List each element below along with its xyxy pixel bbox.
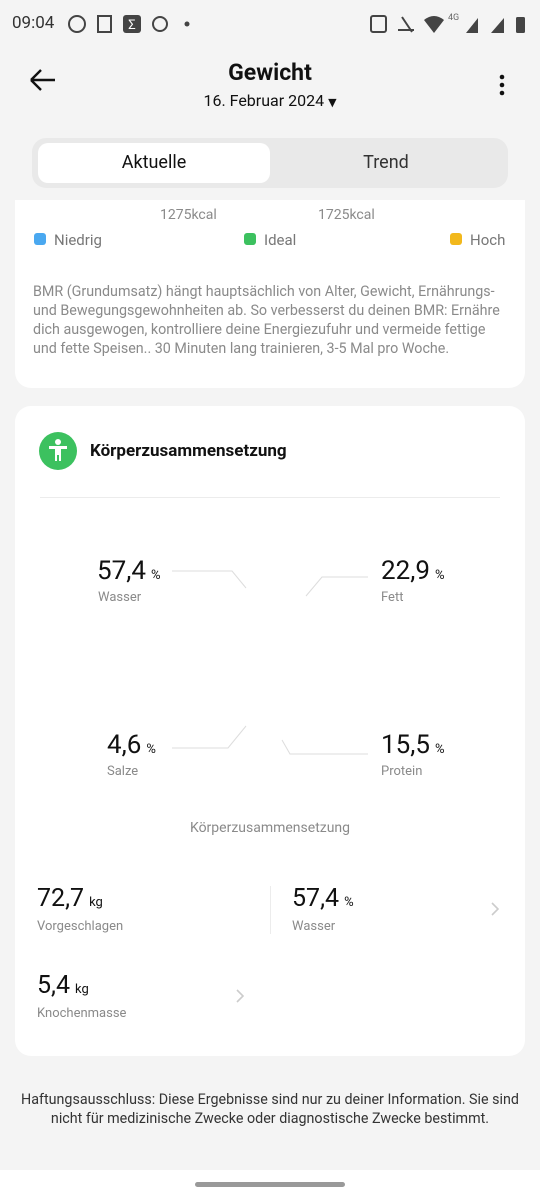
detail-unit: % — [344, 895, 354, 910]
legend-label: Hoch — [470, 231, 506, 249]
figure-caption: Körperzusammensetzung — [189, 820, 351, 836]
tab-active[interactable]: Aktuelle — [38, 143, 270, 183]
page-title: Gewicht — [228, 59, 312, 86]
detail-label: Vorgeschlagen — [37, 919, 124, 934]
back-button[interactable] — [28, 68, 58, 92]
metric-unit: % — [150, 568, 161, 583]
date: 16. Februar 2024 — [203, 91, 325, 110]
detail-value: 5,4 — [37, 971, 71, 1000]
more-menu[interactable] — [496, 73, 508, 97]
metric-unit: % — [434, 742, 445, 757]
metric: 57,4% — [97, 556, 160, 586]
detail-value: 72,7 — [37, 884, 85, 913]
chevron — [491, 902, 500, 916]
divider — [270, 886, 271, 934]
metric: 22,9% — [381, 556, 444, 586]
date-picker[interactable]: 16. Februar 2024 ▼ — [203, 91, 337, 110]
metric-label: Protein — [381, 764, 423, 779]
bmr-card — [15, 200, 525, 388]
metric-unit: % — [146, 742, 156, 757]
chevron — [236, 989, 245, 1003]
detail[interactable]: 5,4 kg — [37, 971, 89, 1000]
detail-unit: kg — [89, 895, 103, 910]
metric-value: 15,5 — [381, 730, 430, 760]
svg-text:Σ: Σ — [128, 18, 135, 33]
scale-label: 1725kcal — [318, 207, 375, 223]
metric-label: Fett — [381, 590, 404, 605]
divider — [40, 497, 500, 498]
metric: 15,5% — [381, 730, 444, 760]
status-time: 09:04 — [12, 13, 55, 33]
metric: 4,6% — [107, 730, 156, 760]
status-right-icons — [370, 15, 525, 33]
tab[interactable]: Trend — [363, 152, 409, 173]
detail[interactable]: 57,4% — [292, 884, 354, 913]
detail-unit: kg — [75, 982, 89, 997]
legend-label: Ideal — [264, 231, 297, 249]
legend-label: Niedrig — [54, 231, 102, 249]
disclaimer: Haftungsausschluss: Diese Ergebnisse sin… — [21, 1092, 519, 1127]
legend-swatch — [244, 233, 256, 245]
metric-label: Wasser — [98, 590, 142, 605]
section-title: Körperzusammensetzung — [90, 441, 287, 461]
detail[interactable]: 72,7 kg — [37, 884, 103, 913]
legend-swatch — [450, 233, 462, 245]
detail-label: Knochenmasse — [37, 1006, 127, 1021]
metric-value: 4,6 — [107, 730, 142, 760]
scale-label: 1275kcal — [160, 207, 217, 223]
network-type: 4G — [448, 13, 460, 23]
detail-value: 57,4 — [292, 884, 340, 913]
legend-swatch — [34, 233, 46, 245]
metric-value: 22,9 — [381, 556, 430, 586]
home-indicator[interactable] — [195, 1182, 345, 1187]
status-icons: Σ — [68, 15, 190, 33]
detail-label: Wasser — [292, 919, 336, 934]
composition-card — [15, 406, 525, 1056]
bmr-description: BMR (Grundumsatz) hängt hauptsächlich vo… — [33, 284, 500, 357]
composition-icon — [39, 432, 77, 470]
body-figure — [172, 570, 368, 755]
metric-label: Salze — [107, 764, 139, 779]
metric-value: 57,4 — [97, 556, 146, 586]
metric-unit: % — [434, 568, 445, 583]
